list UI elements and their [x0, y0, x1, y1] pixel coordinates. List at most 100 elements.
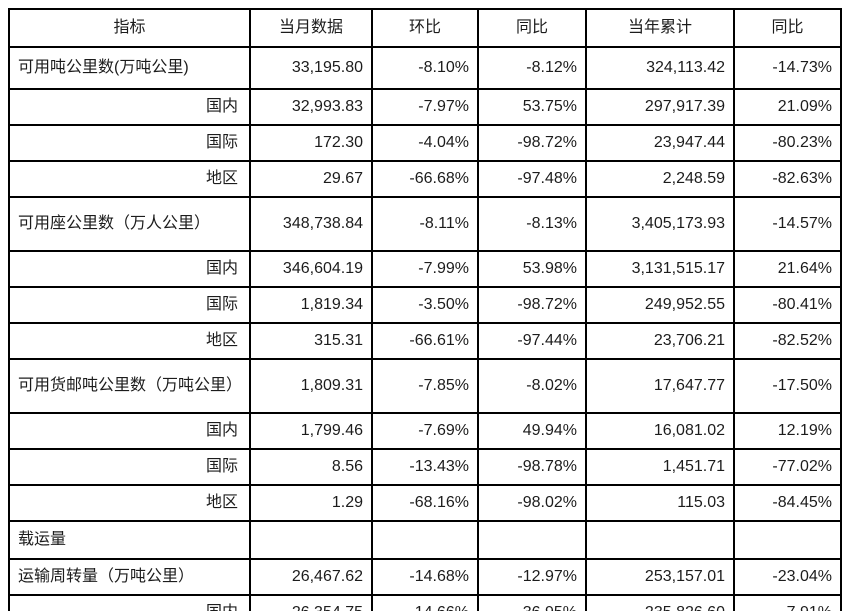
table-row: 国内 346,604.19 -7.99% 53.98% 3,131,515.17 21.6… — [8, 250, 842, 288]
mom-cell: -14.68% — [371, 558, 479, 596]
mom-cell: -7.97% — [371, 88, 479, 126]
ytd-cell: 324,113.42 — [585, 46, 735, 90]
ytd-cell: 23,706.21 — [585, 322, 735, 360]
ytd-yoy-cell: -23.04% — [733, 558, 842, 596]
ytd-cell: 115.03 — [585, 484, 735, 522]
ytd-cell: 3,131,515.17 — [585, 250, 735, 288]
ytd-yoy-cell — [733, 520, 842, 560]
mom-cell: -4.04% — [371, 124, 479, 162]
table-row: 国际 8.56 -13.43% -98.78% 1,451.71 -77.02% — [8, 448, 842, 486]
ytd-cell: 2,248.59 — [585, 160, 735, 198]
table-row: 国内26,354.75-14.66%36.95%235,826.607.91% — [8, 594, 842, 611]
indicator-cell: 可用吨公里数(万吨公里) — [8, 46, 251, 90]
yoy-cell: 49.94% — [477, 412, 587, 450]
column-header-yoy: 同比 — [477, 8, 587, 48]
mom-cell: -8.10% — [371, 46, 479, 90]
ytd-yoy-cell: -14.57% — [733, 196, 842, 252]
current-month-cell: 1.29 — [249, 484, 373, 522]
mom-cell: -68.16% — [371, 484, 479, 522]
ytd-cell: 3,405,173.93 — [585, 196, 735, 252]
column-header-ytd: 当年累计 — [585, 8, 735, 48]
ytd-yoy-cell: -77.02% — [733, 448, 842, 486]
table-row: 载运量 — [8, 520, 842, 560]
mom-cell: -14.66% — [371, 594, 479, 611]
column-header-current-month: 当月数据 — [249, 8, 373, 48]
indicator-cell: 地区 — [8, 160, 251, 198]
table-row: 地区 29.67 -66.68% -97.48% 2,248.59 -82.63% — [8, 160, 842, 198]
yoy-cell: -8.02% — [477, 358, 587, 414]
ytd-cell: 1,451.71 — [585, 448, 735, 486]
header-row: 指标 当月数据 环比 同比 当年累计 同比 — [8, 8, 842, 48]
yoy-cell: -8.13% — [477, 196, 587, 252]
table-body: 可用吨公里数(万吨公里) 33,195.80 -8.10% -8.12% 324,113… — [8, 46, 842, 611]
ytd-yoy-cell: -84.45% — [733, 484, 842, 522]
table-row: 国际 172.30 -4.04% -98.72% 23,947.44 -80.23% — [8, 124, 842, 162]
ytd-yoy-cell: -82.52% — [733, 322, 842, 360]
yoy-cell: -98.72% — [477, 124, 587, 162]
current-month-cell: 1,799.46 — [249, 412, 373, 450]
current-month-cell: 1,809.31 — [249, 358, 373, 414]
report-page: 指标 当月数据 环比 同比 当年累计 同比 可用吨公里数(万吨公里) 33,195… — [0, 8, 850, 611]
indicator-cell: 可用座公里数（万人公里） — [8, 196, 251, 252]
indicator-cell: 地区 — [8, 484, 251, 522]
ytd-cell: 297,917.39 — [585, 88, 735, 126]
mom-cell: -66.68% — [371, 160, 479, 198]
ytd-yoy-cell: -82.63% — [733, 160, 842, 198]
ytd-yoy-cell: -14.73% — [733, 46, 842, 90]
current-month-cell: 1,819.34 — [249, 286, 373, 324]
current-month-cell: 172.30 — [249, 124, 373, 162]
ytd-yoy-cell: -80.41% — [733, 286, 842, 324]
yoy-cell: 36.95% — [477, 594, 587, 611]
column-header-mom: 环比 — [371, 8, 479, 48]
ytd-yoy-cell: 21.09% — [733, 88, 842, 126]
current-month-cell — [249, 520, 373, 560]
mom-cell: -7.99% — [371, 250, 479, 288]
yoy-cell: -97.48% — [477, 160, 587, 198]
indicator-cell: 国内 — [8, 412, 251, 450]
current-month-cell: 315.31 — [249, 322, 373, 360]
mom-cell: -13.43% — [371, 448, 479, 486]
ytd-cell: 16,081.02 — [585, 412, 735, 450]
yoy-cell: -98.72% — [477, 286, 587, 324]
mom-cell — [371, 520, 479, 560]
table-row: 可用吨公里数(万吨公里) 33,195.80 -8.10% -8.12% 324,113… — [8, 46, 842, 90]
indicator-cell: 国内 — [8, 250, 251, 288]
indicator-cell: 载运量 — [8, 520, 251, 560]
table-row: 地区 315.31 -66.61% -97.44% 23,706.21 -82.52% — [8, 322, 842, 360]
mom-cell: -7.69% — [371, 412, 479, 450]
indicator-cell: 国际 — [8, 286, 251, 324]
table-row: 地区 1.29 -68.16% -98.02% 115.03 -84.45% — [8, 484, 842, 522]
ytd-cell: 17,647.77 — [585, 358, 735, 414]
indicator-cell: 国内 — [8, 88, 251, 126]
column-header-indicator: 指标 — [8, 8, 251, 48]
ytd-cell: 249,952.55 — [585, 286, 735, 324]
yoy-cell: 53.98% — [477, 250, 587, 288]
yoy-cell: -97.44% — [477, 322, 587, 360]
yoy-cell: -98.78% — [477, 448, 587, 486]
ytd-cell: 253,157.01 — [585, 558, 735, 596]
mom-cell: -66.61% — [371, 322, 479, 360]
ytd-cell — [585, 520, 735, 560]
yoy-cell — [477, 520, 587, 560]
yoy-cell: 53.75% — [477, 88, 587, 126]
mom-cell: -3.50% — [371, 286, 479, 324]
current-month-cell: 348,738.84 — [249, 196, 373, 252]
yoy-cell: -8.12% — [477, 46, 587, 90]
indicator-cell: 国际 — [8, 448, 251, 486]
ytd-cell: 23,947.44 — [585, 124, 735, 162]
indicator-cell: 可用货邮吨公里数（万吨公里） — [8, 358, 251, 414]
current-month-cell: 346,604.19 — [249, 250, 373, 288]
ytd-yoy-cell: 7.91% — [733, 594, 842, 611]
current-month-cell: 29.67 — [249, 160, 373, 198]
column-header-ytd-yoy: 同比 — [733, 8, 842, 48]
current-month-cell: 8.56 — [249, 448, 373, 486]
indicator-cell: 国内 — [8, 594, 251, 611]
table-row: 可用座公里数（万人公里） 348,738.84 -8.11% -8.13% 3,405,… — [8, 196, 842, 252]
current-month-cell: 32,993.83 — [249, 88, 373, 126]
current-month-cell: 26,354.75 — [249, 594, 373, 611]
table-row: 运输周转量（万吨公里） 26,467.62 -14.68% -12.97% 253,15… — [8, 558, 842, 596]
ytd-cell: 235,826.60 — [585, 594, 735, 611]
table-row: 国内 1,799.46 -7.69% 49.94% 16,081.02 12.19% — [8, 412, 842, 450]
table-row: 可用货邮吨公里数（万吨公里） 1,809.31 -7.85% -8.02% 17,647… — [8, 358, 842, 414]
yoy-cell: -12.97% — [477, 558, 587, 596]
